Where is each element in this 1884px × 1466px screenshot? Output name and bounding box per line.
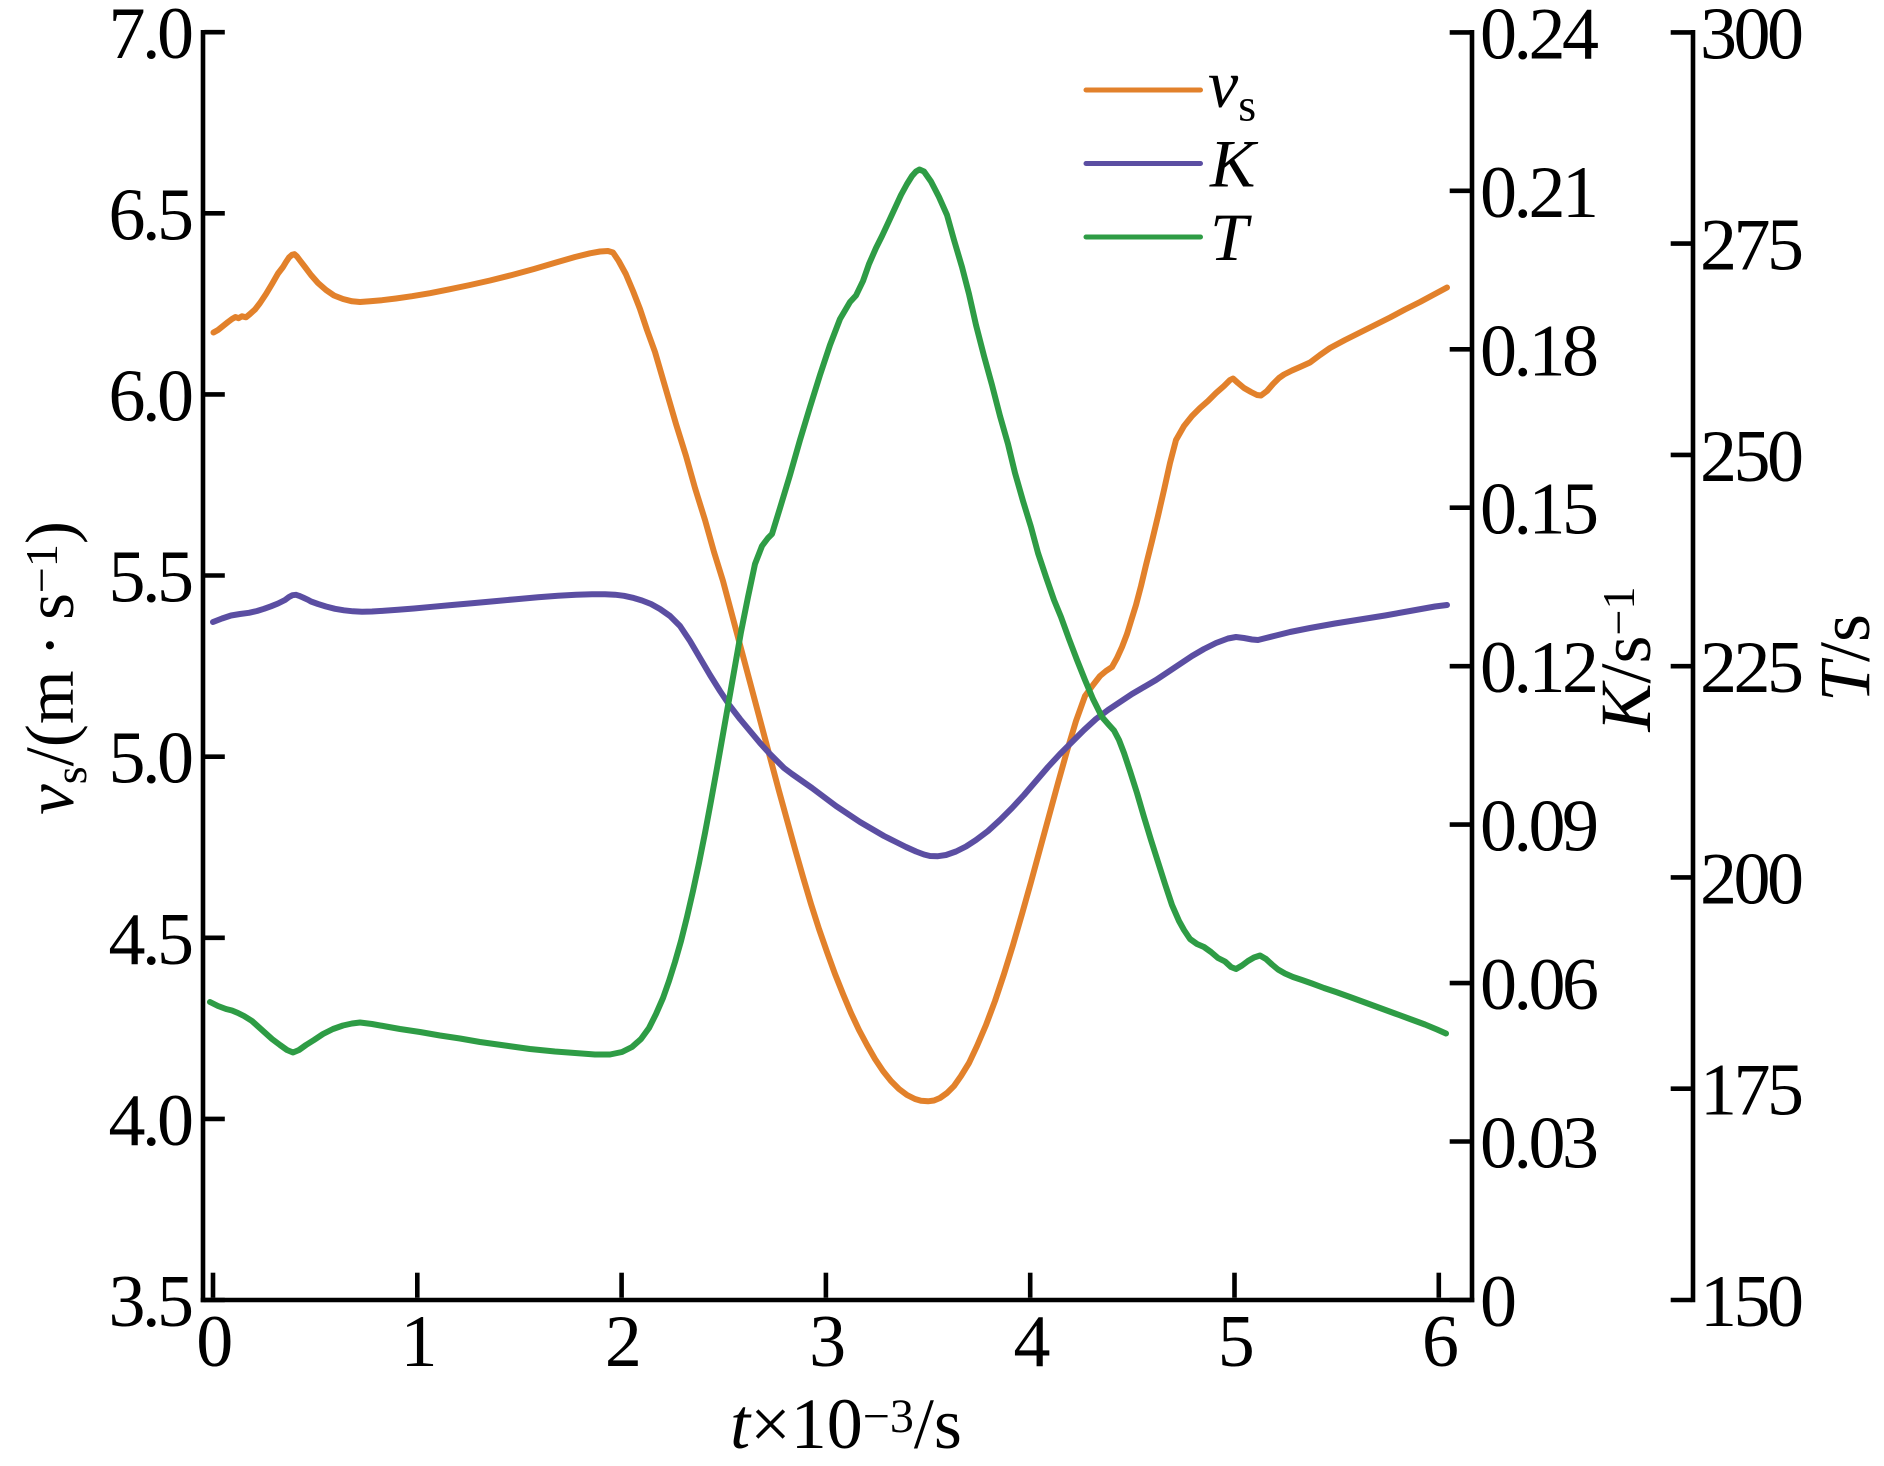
svg-text:300: 300 xyxy=(1700,0,1802,75)
svg-text:150: 150 xyxy=(1700,1261,1802,1343)
svg-text:vs: vs xyxy=(1208,46,1256,131)
svg-text:275: 275 xyxy=(1700,205,1802,287)
svg-text:0.21: 0.21 xyxy=(1480,152,1596,234)
svg-text:0.24: 0.24 xyxy=(1480,0,1598,75)
svg-text:0: 0 xyxy=(1480,1261,1515,1343)
svg-text:7.0: 7.0 xyxy=(109,0,193,75)
svg-text:3.5: 3.5 xyxy=(109,1261,193,1343)
svg-text:2: 2 xyxy=(605,1301,639,1383)
svg-text:0.09: 0.09 xyxy=(1480,786,1596,868)
svg-text:1: 1 xyxy=(401,1301,435,1383)
svg-text:T/s: T/s xyxy=(1805,614,1884,702)
svg-text:0.15: 0.15 xyxy=(1480,469,1597,551)
svg-text:0.06: 0.06 xyxy=(1480,944,1597,1026)
svg-text:250: 250 xyxy=(1700,416,1802,498)
svg-text:4.0: 4.0 xyxy=(109,1080,193,1162)
svg-text:5: 5 xyxy=(1218,1301,1253,1383)
svg-text:4.5: 4.5 xyxy=(109,899,193,981)
svg-text:5.5: 5.5 xyxy=(109,537,193,619)
svg-text:0.12: 0.12 xyxy=(1480,627,1596,709)
svg-text:5.0: 5.0 xyxy=(109,718,193,800)
svg-text:0.18: 0.18 xyxy=(1480,310,1597,392)
svg-text:6.5: 6.5 xyxy=(109,174,193,256)
svg-text:K: K xyxy=(1209,126,1259,202)
svg-text:3: 3 xyxy=(809,1301,844,1383)
svg-text:225: 225 xyxy=(1700,627,1802,709)
svg-text:6: 6 xyxy=(1422,1301,1457,1383)
svg-text:t×10−3/s: t×10−3/s xyxy=(730,1384,962,1464)
svg-text:0: 0 xyxy=(196,1301,231,1383)
svg-text:175: 175 xyxy=(1700,1050,1802,1132)
svg-text:0.03: 0.03 xyxy=(1480,1103,1597,1185)
svg-text:6.0: 6.0 xyxy=(109,355,193,437)
svg-text:T: T xyxy=(1210,199,1252,275)
svg-text:K/s−1: K/s−1 xyxy=(1586,586,1666,732)
svg-text:vs/(m · s−1): vs/(m · s−1) xyxy=(12,521,96,815)
svg-text:200: 200 xyxy=(1700,838,1802,920)
svg-text:4: 4 xyxy=(1013,1301,1049,1383)
